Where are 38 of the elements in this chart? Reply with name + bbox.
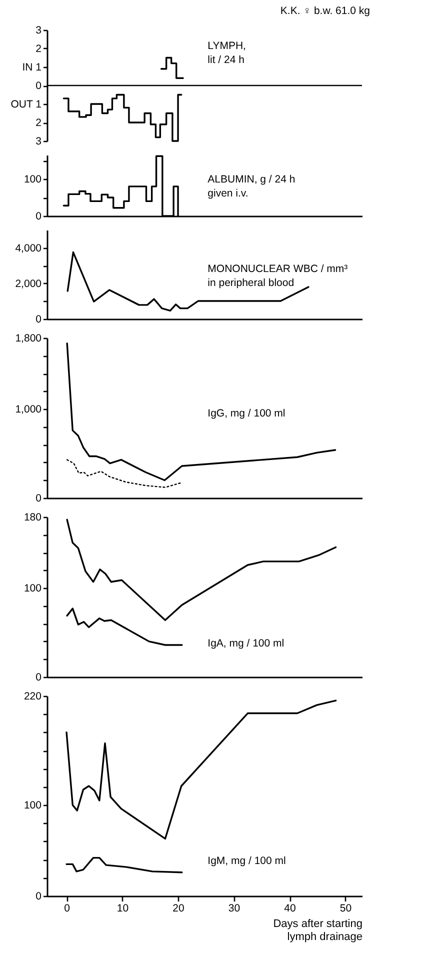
- text: LYMPH,: [208, 40, 246, 52]
- text: given i.v.: [208, 188, 248, 200]
- y-tick-label: 100: [24, 800, 42, 812]
- x-tick-label: 40: [284, 902, 296, 914]
- x-axis-title: Days after starting lymph drainage: [273, 918, 362, 943]
- y-tick-label: 0: [36, 492, 42, 504]
- y-tick-label: 100: [24, 582, 42, 595]
- y-tick-label: 100: [24, 174, 42, 186]
- x-tick-label: 50: [340, 902, 352, 914]
- y-tick-label: 0: [36, 672, 42, 684]
- y-tick-label: 3: [36, 24, 42, 36]
- x-tick-label: 0: [64, 902, 70, 914]
- y-tick-label: 4,000: [15, 242, 42, 254]
- text: in peripheral blood: [208, 276, 294, 289]
- text: K.K. ♀ b.w. 61.0 kg: [280, 5, 370, 17]
- text: ALBUMIN, g / 24 h: [208, 174, 296, 186]
- y-tick-label: 2: [36, 117, 42, 129]
- x-tick-label: 30: [228, 902, 240, 914]
- y-tick-label: 1,000: [15, 404, 42, 416]
- y-tick-label: 0: [36, 314, 42, 326]
- y-tick-label: 2: [36, 43, 42, 55]
- y-tick-label: 3: [36, 136, 42, 148]
- text: lit / 24 h: [208, 54, 245, 66]
- y-tick-label: 180: [24, 512, 42, 524]
- x-tick-label: 20: [172, 902, 185, 914]
- y-tick-label: 0: [36, 80, 42, 92]
- text: MONONUCLEAR WBC / mm³: [208, 262, 348, 275]
- text: IgA, mg / 100 ml: [208, 638, 284, 650]
- text: IgM, mg / 100 ml: [208, 855, 286, 867]
- y-tick-label: 0: [36, 890, 42, 902]
- y-tick-label: 2,000: [15, 278, 42, 290]
- x-tick-label: 10: [116, 902, 129, 914]
- y-tick-label: 220: [24, 690, 42, 702]
- text: IgG, mg / 100 ml: [208, 407, 286, 420]
- y-tick-label: 1,800: [15, 332, 42, 344]
- y-tick-label: IN 1: [22, 62, 42, 74]
- y-tick-label: 0: [36, 210, 42, 222]
- y-tick-label: OUT 1: [10, 98, 42, 110]
